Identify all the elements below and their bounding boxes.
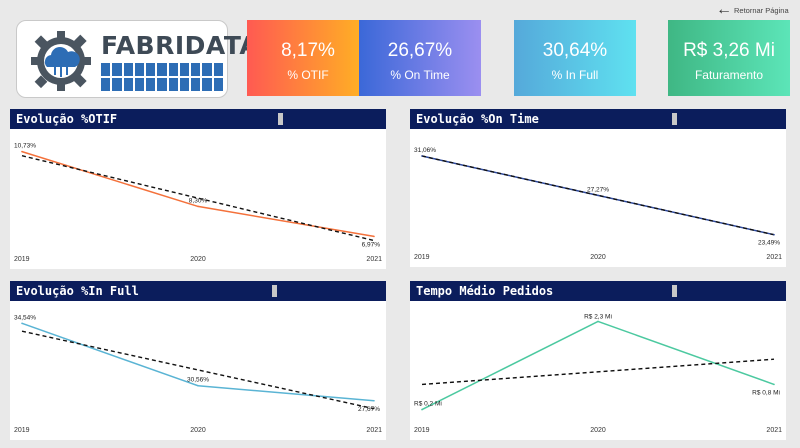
kpi-value: 26,67% xyxy=(387,40,453,61)
panel-header: Evolução %On Time xyxy=(410,109,786,129)
drag-handle-icon[interactable] xyxy=(672,113,677,125)
line-chart-tempo: R$ 0,2 Mi 2019 R$ 2,3 Mi 2020 R$ 0,8 Mi 2021 xyxy=(414,313,782,434)
data-label: 10,73% xyxy=(14,143,36,150)
line-chart-ontime: 31,06% 2019 27,27% 2020 23,49% 2021 xyxy=(414,147,782,261)
x-tick-label: 2021 xyxy=(766,427,782,434)
kpi-card-otif[interactable]: 8,17% % OTIF xyxy=(247,20,369,96)
x-tick-label: 2019 xyxy=(14,256,30,263)
line-chart-infull: 34,54% 2019 30,56% 2020 27,67% 2021 xyxy=(14,314,382,434)
trend-line xyxy=(421,358,775,386)
x-tick-label: 2021 xyxy=(766,254,782,261)
data-point xyxy=(773,233,775,236)
data-point xyxy=(421,155,423,157)
kpi-card-faturamento[interactable]: R$ 3,26 Mi Faturamento xyxy=(668,20,790,96)
kpi-value: 30,64% xyxy=(542,40,608,61)
chart-panel-tempo: Tempo Médio Pedidos R$ 0,2 Mi 2019 R$ 2,3 … xyxy=(410,281,786,440)
kpi-label: % OTIF xyxy=(287,68,329,82)
kpi-label: Faturamento xyxy=(694,68,764,82)
kpi-card-infull[interactable]: 30,64% % In Full xyxy=(514,20,636,96)
panel-title: Evolução %On Time xyxy=(416,112,539,126)
panel-header: Evolução %OTIF xyxy=(10,109,386,129)
chart-panel-infull: Evolução %In Full 34,54% 2019 30,56% 2020 27… xyxy=(10,281,386,440)
kpi-value: 8,17% xyxy=(281,40,335,61)
series-line xyxy=(421,320,775,411)
fabridata-logo: FABRIDATA xyxy=(16,20,259,98)
x-tick-label: 2019 xyxy=(14,427,30,434)
data-point xyxy=(373,235,375,238)
data-label: 6,97% xyxy=(362,241,381,248)
data-label: 27,67% xyxy=(358,406,380,413)
chart-panel-ontime: Evolução %On Time 31,06% 2019 27,27% 2020 23… xyxy=(410,109,786,267)
kpi-label: % On Time xyxy=(390,68,450,82)
cloud-gear-icon xyxy=(31,31,91,91)
data-point xyxy=(21,150,23,153)
data-label: 8,30% xyxy=(189,197,208,204)
x-tick-label: 2019 xyxy=(414,254,430,261)
drag-handle-icon[interactable] xyxy=(272,285,277,297)
panel-title: Evolução %OTIF xyxy=(16,112,118,126)
data-point xyxy=(21,322,23,325)
data-label: R$ 0,8 Mi xyxy=(752,389,780,396)
panel-title: Tempo Médio Pedidos xyxy=(416,284,554,298)
line-chart-otif: 10,73% 2019 8,30% 2020 6,97% 2021 xyxy=(14,143,382,263)
data-label: R$ 2,3 Mi xyxy=(584,313,612,320)
data-point xyxy=(421,408,423,411)
data-point xyxy=(373,399,375,402)
kpi-value: R$ 3,26 Mi xyxy=(683,40,775,61)
x-tick-label: 2021 xyxy=(366,427,382,434)
x-tick-label: 2020 xyxy=(190,427,206,434)
panel-title: Evolução %In Full xyxy=(16,284,139,298)
back-button[interactable]: ← Retornar Página xyxy=(716,1,789,18)
x-tick-label: 2019 xyxy=(414,427,430,434)
logo-text: FABRIDATA xyxy=(101,31,260,60)
data-label: 30,56% xyxy=(187,377,209,384)
panel-header: Tempo Médio Pedidos xyxy=(410,281,786,301)
x-tick-label: 2020 xyxy=(590,427,606,434)
kpi-label: % In Full xyxy=(551,68,599,82)
series-line xyxy=(21,322,375,402)
panel-header: Evolução %In Full xyxy=(10,281,386,301)
x-tick-label: 2020 xyxy=(590,254,606,261)
data-point xyxy=(773,383,775,386)
drag-handle-icon[interactable] xyxy=(278,113,283,125)
trend-line xyxy=(21,155,375,242)
drag-handle-icon[interactable] xyxy=(672,285,677,297)
logo-grid xyxy=(101,63,223,91)
series-line xyxy=(21,150,375,238)
data-point xyxy=(597,320,599,323)
data-label: 31,06% xyxy=(414,147,436,154)
chart-panel-otif: Evolução %OTIF 10,73% 2019 8,30% 2020 6,97% 2… xyxy=(10,109,386,269)
data-label: 23,49% xyxy=(758,240,780,247)
x-tick-label: 2021 xyxy=(366,256,382,263)
kpi-card-ontime[interactable]: 26,67% % On Time xyxy=(359,20,481,96)
data-point xyxy=(197,205,199,208)
back-label: Retornar Página xyxy=(734,5,789,15)
data-point xyxy=(597,194,599,197)
data-label: 27,27% xyxy=(587,186,609,193)
data-label: 34,54% xyxy=(14,314,36,321)
x-tick-label: 2020 xyxy=(190,256,206,263)
data-point xyxy=(197,384,199,387)
arrow-left-icon: ← xyxy=(716,1,732,18)
data-label: R$ 0,2 Mi xyxy=(414,401,442,408)
